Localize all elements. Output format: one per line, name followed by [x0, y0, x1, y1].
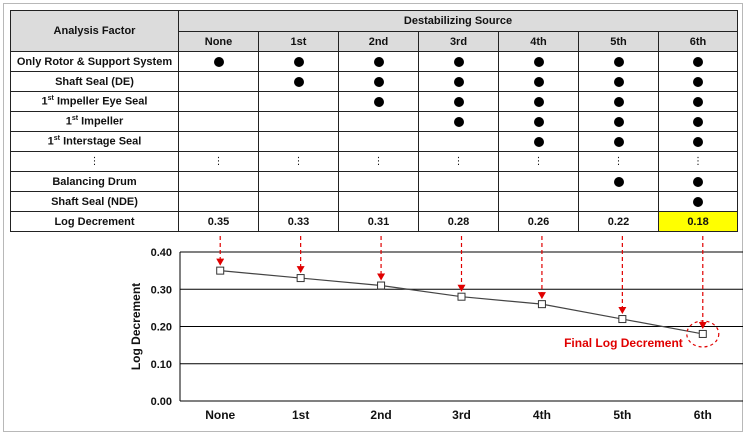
table-row: Shaft Seal (DE): [10, 71, 739, 92]
column-header-2nd: 2nd: [338, 31, 419, 52]
data-point-marker: [537, 300, 546, 309]
log-decrement-row: Log Decrement 0.35 0.33 0.31 0.28 0.26 0.22 0.1…: [10, 211, 739, 232]
x-tick-label: None: [205, 408, 235, 422]
y-tick-label: 0.00: [151, 396, 172, 408]
log-decrement-value: 0.33: [258, 211, 339, 232]
data-point-marker: [216, 266, 225, 275]
filled-dot-icon: [693, 176, 704, 187]
column-header-1st: 1st: [258, 31, 339, 52]
x-tick-label: 2nd: [370, 408, 391, 422]
filled-dot-icon: [613, 96, 624, 107]
header-destabilizing-source: Destabilizing Source: [177, 10, 739, 32]
filled-dot-icon: [613, 56, 624, 67]
filled-dot-icon: [373, 96, 384, 107]
filled-dot-icon: [533, 56, 544, 67]
column-header-5th: 5th: [578, 31, 659, 52]
data-point-marker: [457, 292, 466, 301]
log-decrement-value: 0.22: [578, 211, 659, 232]
factor-label: 1st Impeller Eye Seal: [10, 91, 179, 112]
filled-dot-icon: [533, 76, 544, 87]
x-tick-label: 3rd: [452, 408, 471, 422]
filled-dot-icon: [693, 136, 704, 147]
filled-dot-icon: [533, 116, 544, 127]
analysis-table: Analysis Factor Destabilizing Source Non…: [10, 10, 739, 232]
annotation-label: Final Log Decrement: [564, 336, 683, 350]
data-point-marker: [296, 274, 305, 283]
filled-dot-icon: [533, 96, 544, 107]
filled-dot-icon: [453, 56, 464, 67]
x-tick-label: 5th: [613, 408, 631, 422]
log-decrement-value: 0.18: [657, 211, 739, 232]
x-tick-label: 1st: [292, 408, 309, 422]
factor-label: Balancing Drum: [10, 171, 179, 192]
table-row: Shaft Seal (NDE): [10, 191, 739, 212]
x-tick-label: 6th: [694, 408, 712, 422]
filled-dot-icon: [453, 116, 464, 127]
table-row: 1st Impeller Eye Seal: [10, 91, 739, 112]
column-header-none: None: [178, 31, 259, 52]
filled-dot-icon: [533, 136, 544, 147]
filled-dot-icon: [693, 96, 704, 107]
filled-dot-icon: [693, 76, 704, 87]
filled-dot-icon: [373, 76, 384, 87]
filled-dot-icon: [453, 96, 464, 107]
data-point-marker: [698, 329, 707, 338]
filled-dot-icon: [613, 76, 624, 87]
filled-dot-icon: [213, 56, 224, 67]
y-tick-label: 0.40: [151, 247, 172, 259]
filled-dot-icon: [373, 56, 384, 67]
final-value-ellipse: [686, 320, 720, 348]
y-tick-label: 0.30: [151, 284, 172, 296]
y-axis-label: Log Decrement: [129, 283, 143, 370]
data-point-marker: [377, 281, 386, 290]
data-point-marker: [618, 315, 627, 324]
filled-dot-icon: [293, 56, 304, 67]
log-decrement-value: 0.28: [418, 211, 499, 232]
filled-dot-icon: [613, 176, 624, 187]
filled-dot-icon: [613, 136, 624, 147]
column-header-4th: 4th: [498, 31, 579, 52]
filled-dot-icon: [693, 56, 704, 67]
filled-dot-icon: [693, 116, 704, 127]
log-decrement-label: Log Decrement: [10, 211, 179, 232]
log-decrement-value: 0.35: [178, 211, 259, 232]
table-row: Only Rotor & Support System: [10, 51, 739, 72]
y-tick-label: 0.10: [151, 359, 172, 371]
filled-dot-icon: [613, 116, 624, 127]
x-tick-label: 4th: [533, 408, 551, 422]
filled-dot-icon: [693, 196, 704, 207]
filled-dot-icon: [293, 76, 304, 87]
y-tick-label: 0.20: [151, 322, 172, 334]
filled-dot-icon: [453, 76, 464, 87]
header-analysis-factor: Analysis Factor: [10, 10, 179, 52]
